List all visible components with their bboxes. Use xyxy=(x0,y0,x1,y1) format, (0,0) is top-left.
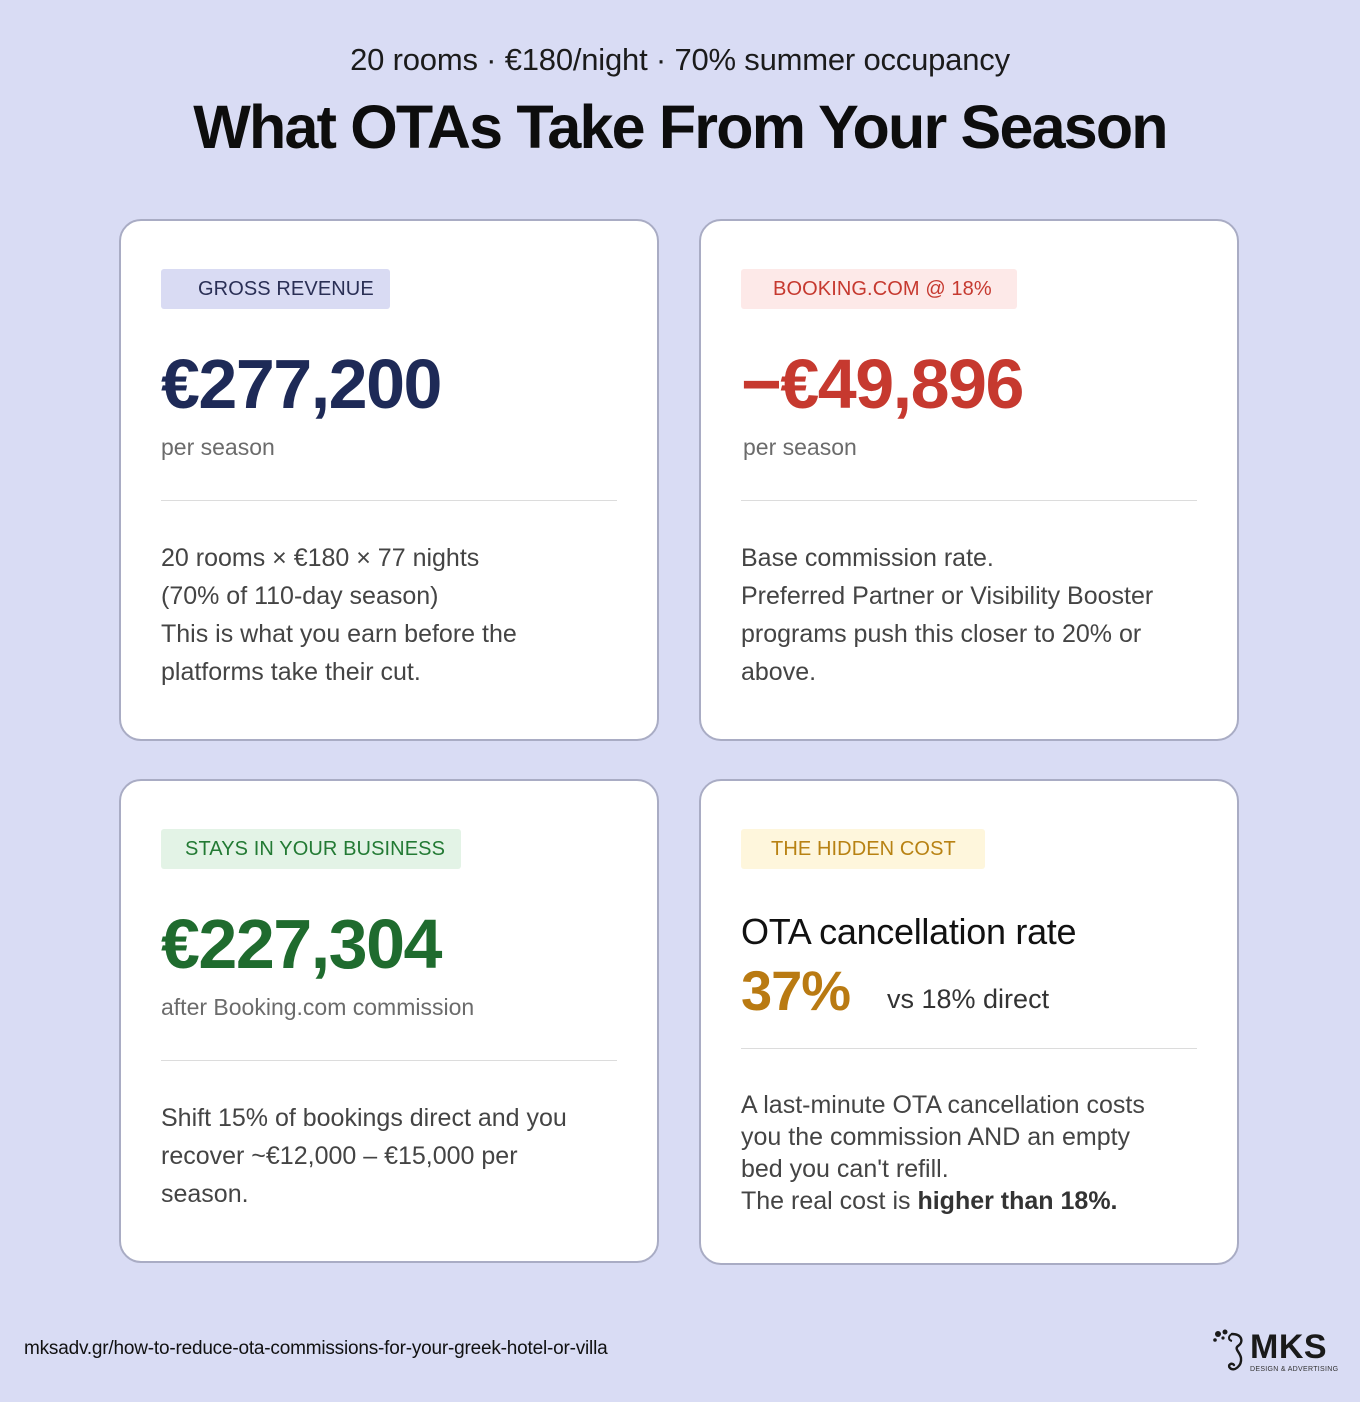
card-divider xyxy=(161,1060,617,1061)
page-subtitle: 20 rooms · €180/night · 70% summer occup… xyxy=(350,42,1010,77)
description-line: programs push this closer to 20% or xyxy=(741,620,1142,648)
logo-wordmark: MKS xyxy=(1250,1328,1328,1366)
description-line: recover ~€12,000 – €15,000 per xyxy=(161,1142,518,1170)
emphasis-prefix: The real cost is xyxy=(741,1187,918,1215)
description-line: season. xyxy=(161,1180,249,1208)
cancellation-rate-label: OTA cancellation rate xyxy=(741,911,1077,952)
description-line: platforms take their cut. xyxy=(161,658,421,686)
seahorse-icon xyxy=(1213,1329,1243,1371)
card-divider xyxy=(741,1048,1197,1049)
booking-commission-description: Base commission rate. Preferred Partner … xyxy=(741,539,1221,691)
description-line: bed you can't refill. xyxy=(741,1155,949,1183)
logo-tagline: DESIGN & ADVERTISING xyxy=(1250,1366,1339,1373)
net-revenue-unit: after Booking.com commission xyxy=(161,994,475,1020)
gross-revenue-value: €277,200 xyxy=(161,345,442,423)
gross-revenue-badge: GROSS REVENUE xyxy=(161,269,390,309)
hidden-cost-badge: THE HIDDEN COST xyxy=(741,829,985,869)
hidden-cost-card: THE HIDDEN COST OTA cancellation rate 37… xyxy=(699,779,1239,1265)
net-revenue-card: STAYS IN YOUR BUSINESS €227,304 after Bo… xyxy=(119,779,659,1263)
description-line: you the commission AND an empty xyxy=(741,1123,1131,1151)
hidden-cost-description: A last-minute OTA cancellation costs you… xyxy=(741,1089,1221,1217)
description-line: above. xyxy=(741,658,817,686)
description-line-emphasis: The real cost is higher than 18%. xyxy=(741,1185,1221,1217)
description-line: Shift 15% of bookings direct and you xyxy=(161,1104,567,1132)
description-line: Preferred Partner or Visibility Booster xyxy=(741,582,1154,610)
emphasis-bold: higher than 18%. xyxy=(917,1187,1118,1215)
gross-revenue-card: GROSS REVENUE €277,200 per season 20 roo… xyxy=(119,219,659,741)
card-divider xyxy=(741,500,1197,501)
description-line: This is what you earn before the xyxy=(161,620,517,648)
cancellation-rate-value: 37% xyxy=(741,959,851,1022)
net-revenue-badge: STAYS IN YOUR BUSINESS xyxy=(161,829,461,869)
booking-commission-unit: per season xyxy=(743,434,857,460)
net-revenue-value: €227,304 xyxy=(161,905,442,983)
cancellation-rate-comparison: vs 18% direct xyxy=(887,984,1050,1014)
description-line: Base commission rate. xyxy=(741,544,994,572)
net-revenue-description: Shift 15% of bookings direct and you rec… xyxy=(161,1099,631,1213)
description-line: A last-minute OTA cancellation costs xyxy=(741,1091,1145,1119)
page-title: What OTAs Take From Your Season xyxy=(193,93,1168,161)
card-divider xyxy=(161,500,617,501)
description-line: 20 rooms × €180 × 77 nights xyxy=(161,544,480,572)
gross-revenue-unit: per season xyxy=(161,434,275,460)
source-url[interactable]: mksadv.gr/how-to-reduce-ota-commissions-… xyxy=(24,1338,608,1359)
booking-commission-badge: BOOKING.COM @ 18% xyxy=(741,269,1017,309)
booking-commission-card: BOOKING.COM @ 18% −€49,896 per season Ba… xyxy=(699,219,1239,741)
description-line: (70% of 110-day season) xyxy=(161,582,439,610)
booking-commission-value: −€49,896 xyxy=(741,345,1024,423)
mks-logo: MKS DESIGN & ADVERTISING xyxy=(1212,1328,1340,1378)
gross-revenue-description: 20 rooms × €180 × 77 nights (70% of 110-… xyxy=(161,539,631,691)
